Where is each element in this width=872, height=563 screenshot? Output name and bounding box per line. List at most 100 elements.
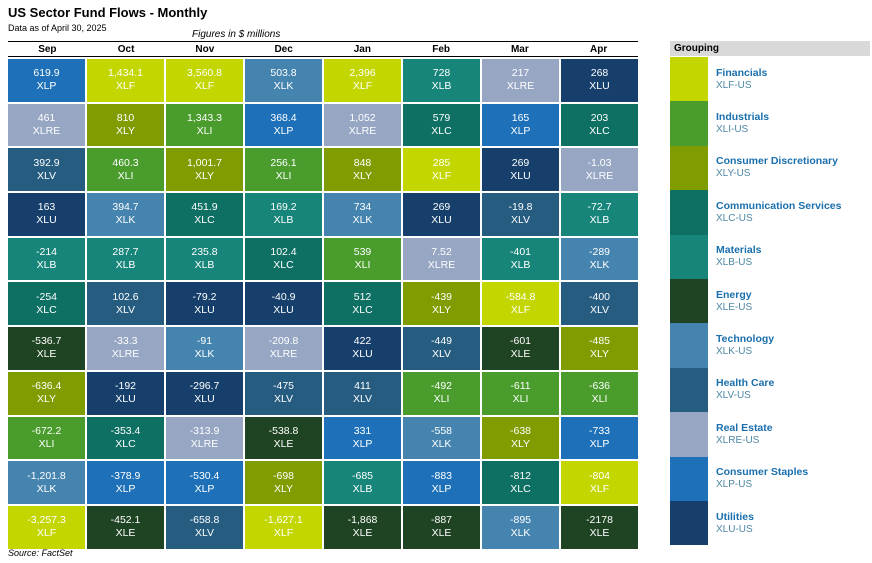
- column-header-nov: Nov: [195, 43, 215, 55]
- legend-sector-ticker: XLB-US: [716, 257, 753, 269]
- heatmap-cell: -3,257.3 XLF: [8, 505, 85, 549]
- heatmap-cell: -40.9 XLU: [245, 282, 322, 326]
- heatmap-cell: -887 XLE: [403, 505, 480, 549]
- cell-ticker: XLB: [589, 214, 610, 227]
- heatmap-cell: 579 XLC: [403, 103, 480, 147]
- heatmap-cell: 1,001.7 XLY: [166, 148, 243, 192]
- cell-ticker: XLU: [36, 214, 57, 227]
- heatmap-cell: -685 XLB: [324, 461, 401, 504]
- cell-value: 503.8: [270, 67, 297, 80]
- legend-swatch: [670, 190, 708, 235]
- legend-swatch: [670, 412, 708, 457]
- legend-header: Grouping: [670, 41, 870, 56]
- heatmap-cell: 810 XLY: [87, 103, 164, 147]
- cell-ticker: XLC: [510, 482, 531, 495]
- cell-value: 331: [353, 424, 372, 437]
- cell-ticker: XLU: [115, 393, 136, 406]
- heatmap-cell: -1,868 XLE: [324, 505, 401, 549]
- legend-sector-ticker: XLI-US: [716, 124, 749, 136]
- legend-swatch: [670, 234, 708, 279]
- cell-ticker: XLU: [194, 393, 215, 406]
- cell-value: -313.9: [189, 424, 220, 437]
- legend-sector-name: Consumer Discretionary: [716, 155, 838, 168]
- heatmap-cell: -19.8 XLV: [482, 193, 559, 236]
- legend-sector-ticker: XLE-US: [716, 301, 753, 313]
- cell-value: 810: [116, 112, 135, 125]
- heatmap-cell: -895 XLK: [482, 505, 559, 549]
- cell-value: 422: [353, 335, 372, 348]
- cell-ticker: XLRE: [348, 125, 377, 138]
- legend-sector-ticker: XLY-US: [716, 168, 751, 180]
- cell-ticker: XLY: [115, 125, 136, 138]
- cell-value: -449: [430, 335, 452, 348]
- cell-ticker: XLP: [510, 125, 531, 138]
- heatmap-cell: -658.8 XLV: [166, 505, 243, 549]
- cell-ticker: XLRE: [269, 348, 298, 361]
- cell-value: 460.3: [112, 156, 139, 169]
- heatmap-cell: -584.8 XLF: [482, 282, 559, 326]
- cell-value: -636: [588, 380, 610, 393]
- cell-value: 235.8: [191, 246, 218, 259]
- cell-value: -19.8: [508, 201, 533, 214]
- source-note: Source: FactSet: [8, 548, 73, 558]
- cell-value: -638: [509, 424, 531, 437]
- heatmap-cell: -72.7 XLB: [561, 193, 638, 236]
- heatmap-cell: -378.9 XLP: [87, 461, 164, 504]
- legend-text: Communication Services XLC-US: [708, 190, 841, 234]
- legend-text: Technology XLK-US: [708, 323, 774, 367]
- cell-ticker: XLY: [194, 169, 215, 182]
- column-header-dec: Dec: [274, 43, 293, 55]
- heatmap-cell: 331 XLP: [324, 416, 401, 460]
- legend-item-consumer-staples: Consumer Staples XLP-US: [670, 456, 870, 501]
- cell-ticker: XLV: [431, 348, 452, 361]
- cell-value: -296.7: [189, 380, 220, 393]
- heatmap-cell: 203 XLC: [561, 103, 638, 147]
- heatmap-cell: -492 XLI: [403, 371, 480, 415]
- cell-ticker: XLF: [273, 527, 294, 540]
- heatmap-cell: -558 XLK: [403, 416, 480, 460]
- cell-value: 285: [432, 156, 451, 169]
- cell-ticker: XLU: [431, 214, 452, 227]
- heatmap-cell: -313.9 XLRE: [166, 416, 243, 460]
- fund-flows-heatmap: Sep Oct Nov Dec Jan Feb Mar Apr 619.9 XLP 1,434.1…: [8, 41, 638, 549]
- heatmap-cell: -192 XLU: [87, 371, 164, 415]
- heatmap-cell: -611 XLI: [482, 371, 559, 415]
- heatmap-cell: 460.3 XLI: [87, 148, 164, 192]
- legend-item-energy: Energy XLE-US: [670, 278, 870, 324]
- cell-value: -2178: [586, 514, 613, 527]
- cell-value: -558: [430, 424, 452, 437]
- legend-text: Financials XLF-US: [708, 57, 767, 101]
- legend-item-financials: Financials XLF-US: [670, 57, 870, 102]
- heatmap-cell: -289 XLK: [561, 237, 638, 281]
- cell-value: 1,001.7: [186, 156, 223, 169]
- column-header-jan: Jan: [353, 43, 371, 55]
- cell-value: 7.52: [431, 246, 452, 259]
- as-of-date: Data as of April 30, 2025: [8, 23, 107, 33]
- cell-ticker: XLB: [273, 214, 294, 227]
- cell-ticker: XLP: [589, 437, 610, 450]
- cell-ticker: XLI: [275, 169, 292, 182]
- cell-ticker: XLF: [352, 80, 373, 93]
- legend-text: Health Care XLV-US: [708, 368, 774, 412]
- legend-list: Financials XLF-US Industrials XLI-US Consume…: [670, 57, 870, 546]
- cell-ticker: XLF: [36, 527, 57, 540]
- cell-ticker: XLRE: [427, 259, 456, 272]
- cell-value: -538.8: [268, 424, 299, 437]
- cell-ticker: XLI: [38, 437, 55, 450]
- cell-ticker: XLC: [115, 437, 136, 450]
- cell-value: -209.8: [268, 335, 299, 348]
- cell-value: -672.2: [31, 424, 62, 437]
- cell-value: -698: [272, 469, 294, 482]
- legend-sector-name: Energy: [716, 288, 752, 301]
- heatmap-cell: 235.8 XLB: [166, 237, 243, 281]
- cell-ticker: XLY: [589, 348, 610, 361]
- heatmap-cell: -733 XLP: [561, 416, 638, 460]
- cell-value: -254: [35, 290, 57, 303]
- heatmap-cell: 1,343.3 XLI: [166, 103, 243, 147]
- units-note: Figures in $ millions: [192, 29, 281, 40]
- heatmap-cell: 392.9 XLV: [8, 148, 85, 192]
- heatmap-cell: -452.1 XLE: [87, 505, 164, 549]
- heatmap-cell: -812 XLC: [482, 461, 559, 504]
- cell-ticker: XLB: [510, 259, 531, 272]
- cell-ticker: XLV: [589, 303, 610, 316]
